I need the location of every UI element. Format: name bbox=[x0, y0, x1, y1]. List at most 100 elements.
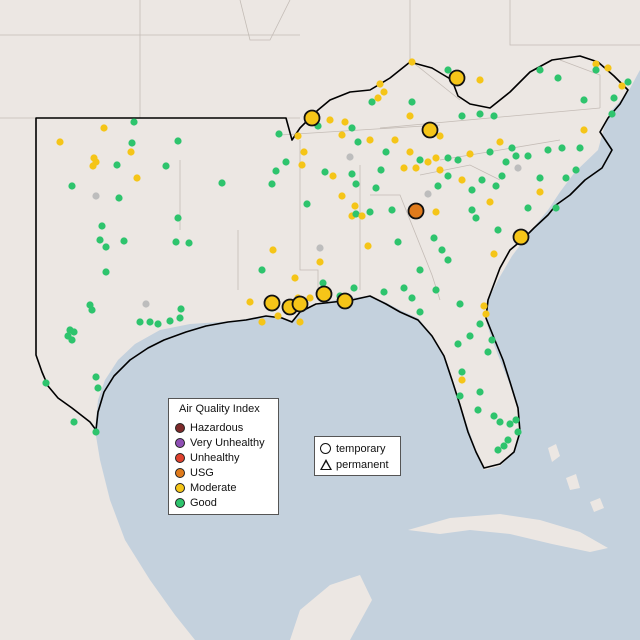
monitor-point[interactable] bbox=[377, 166, 385, 174]
monitor-point[interactable] bbox=[458, 368, 466, 376]
temporary-monitor-marker[interactable] bbox=[291, 295, 309, 313]
monitor-point[interactable] bbox=[70, 328, 78, 336]
monitor-point[interactable] bbox=[268, 180, 276, 188]
temporary-monitor-marker[interactable] bbox=[512, 228, 530, 246]
monitor-point[interactable] bbox=[494, 226, 502, 234]
monitor-point[interactable] bbox=[372, 184, 380, 192]
monitor-point[interactable] bbox=[624, 78, 632, 86]
monitor-point[interactable] bbox=[346, 153, 354, 161]
monitor-point[interactable] bbox=[490, 250, 498, 258]
monitor-point[interactable] bbox=[476, 110, 484, 118]
monitor-point[interactable] bbox=[424, 190, 432, 198]
monitor-point[interactable] bbox=[338, 131, 346, 139]
monitor-point[interactable] bbox=[610, 94, 618, 102]
monitor-points[interactable] bbox=[42, 58, 632, 454]
monitor-point[interactable] bbox=[536, 174, 544, 182]
monitor-point[interactable] bbox=[185, 239, 193, 247]
temporary-monitor-marker[interactable] bbox=[407, 202, 425, 220]
monitor-point[interactable] bbox=[434, 182, 442, 190]
monitor-point[interactable] bbox=[130, 118, 138, 126]
monitor-point[interactable] bbox=[490, 112, 498, 120]
monitor-point[interactable] bbox=[68, 336, 76, 344]
monitor-point[interactable] bbox=[558, 144, 566, 152]
monitor-point[interactable] bbox=[604, 64, 612, 72]
monitor-point[interactable] bbox=[127, 148, 135, 156]
monitor-point[interactable] bbox=[506, 420, 514, 428]
monitor-point[interactable] bbox=[162, 162, 170, 170]
monitor-point[interactable] bbox=[524, 204, 532, 212]
monitor-point[interactable] bbox=[56, 138, 64, 146]
monitor-point[interactable] bbox=[115, 194, 123, 202]
monitor-point[interactable] bbox=[544, 146, 552, 154]
monitor-point[interactable] bbox=[444, 154, 452, 162]
monitor-point[interactable] bbox=[454, 340, 462, 348]
monitor-point[interactable] bbox=[562, 174, 570, 182]
monitor-point[interactable] bbox=[496, 418, 504, 426]
monitor-point[interactable] bbox=[98, 222, 106, 230]
monitor-point[interactable] bbox=[341, 118, 349, 126]
monitor-point[interactable] bbox=[552, 204, 560, 212]
monitor-point[interactable] bbox=[468, 206, 476, 214]
monitor-point[interactable] bbox=[482, 310, 490, 318]
monitor-point[interactable] bbox=[258, 266, 266, 274]
monitor-point[interactable] bbox=[376, 80, 384, 88]
monitor-point[interactable] bbox=[88, 306, 96, 314]
monitor-point[interactable] bbox=[618, 82, 626, 90]
monitor-point[interactable] bbox=[466, 150, 474, 158]
monitor-point[interactable] bbox=[391, 136, 399, 144]
monitor-point[interactable] bbox=[466, 332, 474, 340]
temporary-monitor-marker[interactable] bbox=[263, 294, 281, 312]
monitor-point[interactable] bbox=[128, 139, 136, 147]
monitor-point[interactable] bbox=[388, 206, 396, 214]
monitor-point[interactable] bbox=[100, 124, 108, 132]
monitor-point[interactable] bbox=[258, 318, 266, 326]
monitor-point[interactable] bbox=[92, 428, 100, 436]
monitor-point[interactable] bbox=[352, 180, 360, 188]
monitor-point[interactable] bbox=[348, 124, 356, 132]
monitor-point[interactable] bbox=[504, 436, 512, 444]
monitor-point[interactable] bbox=[430, 234, 438, 242]
monitor-point[interactable] bbox=[269, 246, 277, 254]
monitor-point[interactable] bbox=[303, 200, 311, 208]
monitor-point[interactable] bbox=[338, 192, 346, 200]
monitor-point[interactable] bbox=[498, 172, 506, 180]
monitor-point[interactable] bbox=[592, 60, 600, 68]
monitor-point[interactable] bbox=[94, 384, 102, 392]
monitor-point[interactable] bbox=[492, 182, 500, 190]
monitor-point[interactable] bbox=[382, 148, 390, 156]
monitor-point[interactable] bbox=[406, 148, 414, 156]
monitor-point[interactable] bbox=[380, 88, 388, 96]
monitor-point[interactable] bbox=[500, 442, 508, 450]
monitor-point[interactable] bbox=[368, 98, 376, 106]
monitor-point[interactable] bbox=[608, 110, 616, 118]
monitor-point[interactable] bbox=[319, 279, 327, 287]
monitor-point[interactable] bbox=[512, 152, 520, 160]
monitor-point[interactable] bbox=[454, 156, 462, 164]
monitor-point[interactable] bbox=[536, 188, 544, 196]
monitor-point[interactable] bbox=[291, 274, 299, 282]
monitor-point[interactable] bbox=[476, 320, 484, 328]
monitor-point[interactable] bbox=[424, 158, 432, 166]
monitor-point[interactable] bbox=[316, 258, 324, 266]
monitor-point[interactable] bbox=[494, 446, 502, 454]
monitor-point[interactable] bbox=[476, 76, 484, 84]
monitor-point[interactable] bbox=[472, 214, 480, 222]
monitor-point[interactable] bbox=[458, 176, 466, 184]
monitor-point[interactable] bbox=[416, 308, 424, 316]
monitor-point[interactable] bbox=[432, 208, 440, 216]
monitor-point[interactable] bbox=[438, 246, 446, 254]
monitor-point[interactable] bbox=[572, 166, 580, 174]
monitor-point[interactable] bbox=[514, 164, 522, 172]
monitor-point[interactable] bbox=[490, 412, 498, 420]
monitor-point[interactable] bbox=[348, 170, 356, 178]
monitor-point[interactable] bbox=[272, 167, 280, 175]
monitor-point[interactable] bbox=[326, 116, 334, 124]
monitor-point[interactable] bbox=[400, 164, 408, 172]
monitor-point[interactable] bbox=[416, 156, 424, 164]
monitor-point[interactable] bbox=[468, 186, 476, 194]
monitor-point[interactable] bbox=[514, 428, 522, 436]
monitor-point[interactable] bbox=[177, 305, 185, 313]
monitor-point[interactable] bbox=[113, 161, 121, 169]
monitor-point[interactable] bbox=[456, 300, 464, 308]
